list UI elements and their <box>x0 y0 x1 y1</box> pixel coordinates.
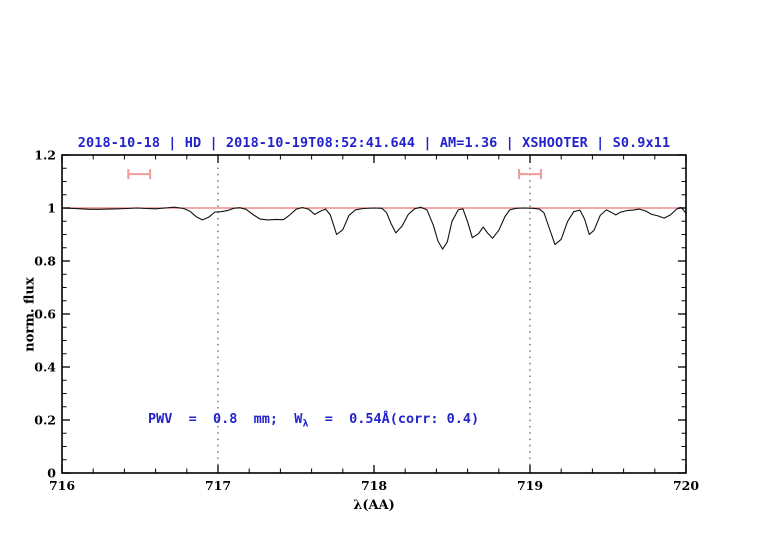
x-tick-label: 720 <box>673 478 699 493</box>
y-axis-label: norm. flux <box>22 277 38 352</box>
y-tick-label: 0.4 <box>34 360 56 375</box>
y-tick-label: 0.6 <box>34 307 56 322</box>
x-tick-label: 717 <box>205 478 231 493</box>
pwv-annotation: PWV = 0.8 mm; Wλ = 0.54Å(corr: 0.4) <box>148 411 479 430</box>
x-tick-label: 718 <box>361 478 387 493</box>
annotation-pre: PWV = 0.8 mm; W <box>148 411 303 427</box>
y-tick-label: 0.8 <box>34 254 56 269</box>
x-tick-label: 719 <box>517 478 543 493</box>
plot-title: 2018-10-18 | HD | 2018-10-19T08:52:41.64… <box>77 135 671 151</box>
spectrum-line-telluric-spectrum <box>61 206 687 250</box>
y-tick-label: 1.2 <box>34 148 56 163</box>
y-tick-label: 1 <box>47 201 56 216</box>
y-tick-label: 0 <box>47 466 56 481</box>
x-axis-label: λ(AA) <box>353 498 395 513</box>
x-tick-label: 716 <box>49 478 75 493</box>
y-tick-label: 0.2 <box>34 413 56 428</box>
annotation-lambda-subscript: λ <box>302 418 309 430</box>
annotation-post: = 0.54Å(corr: 0.4) <box>308 411 480 427</box>
